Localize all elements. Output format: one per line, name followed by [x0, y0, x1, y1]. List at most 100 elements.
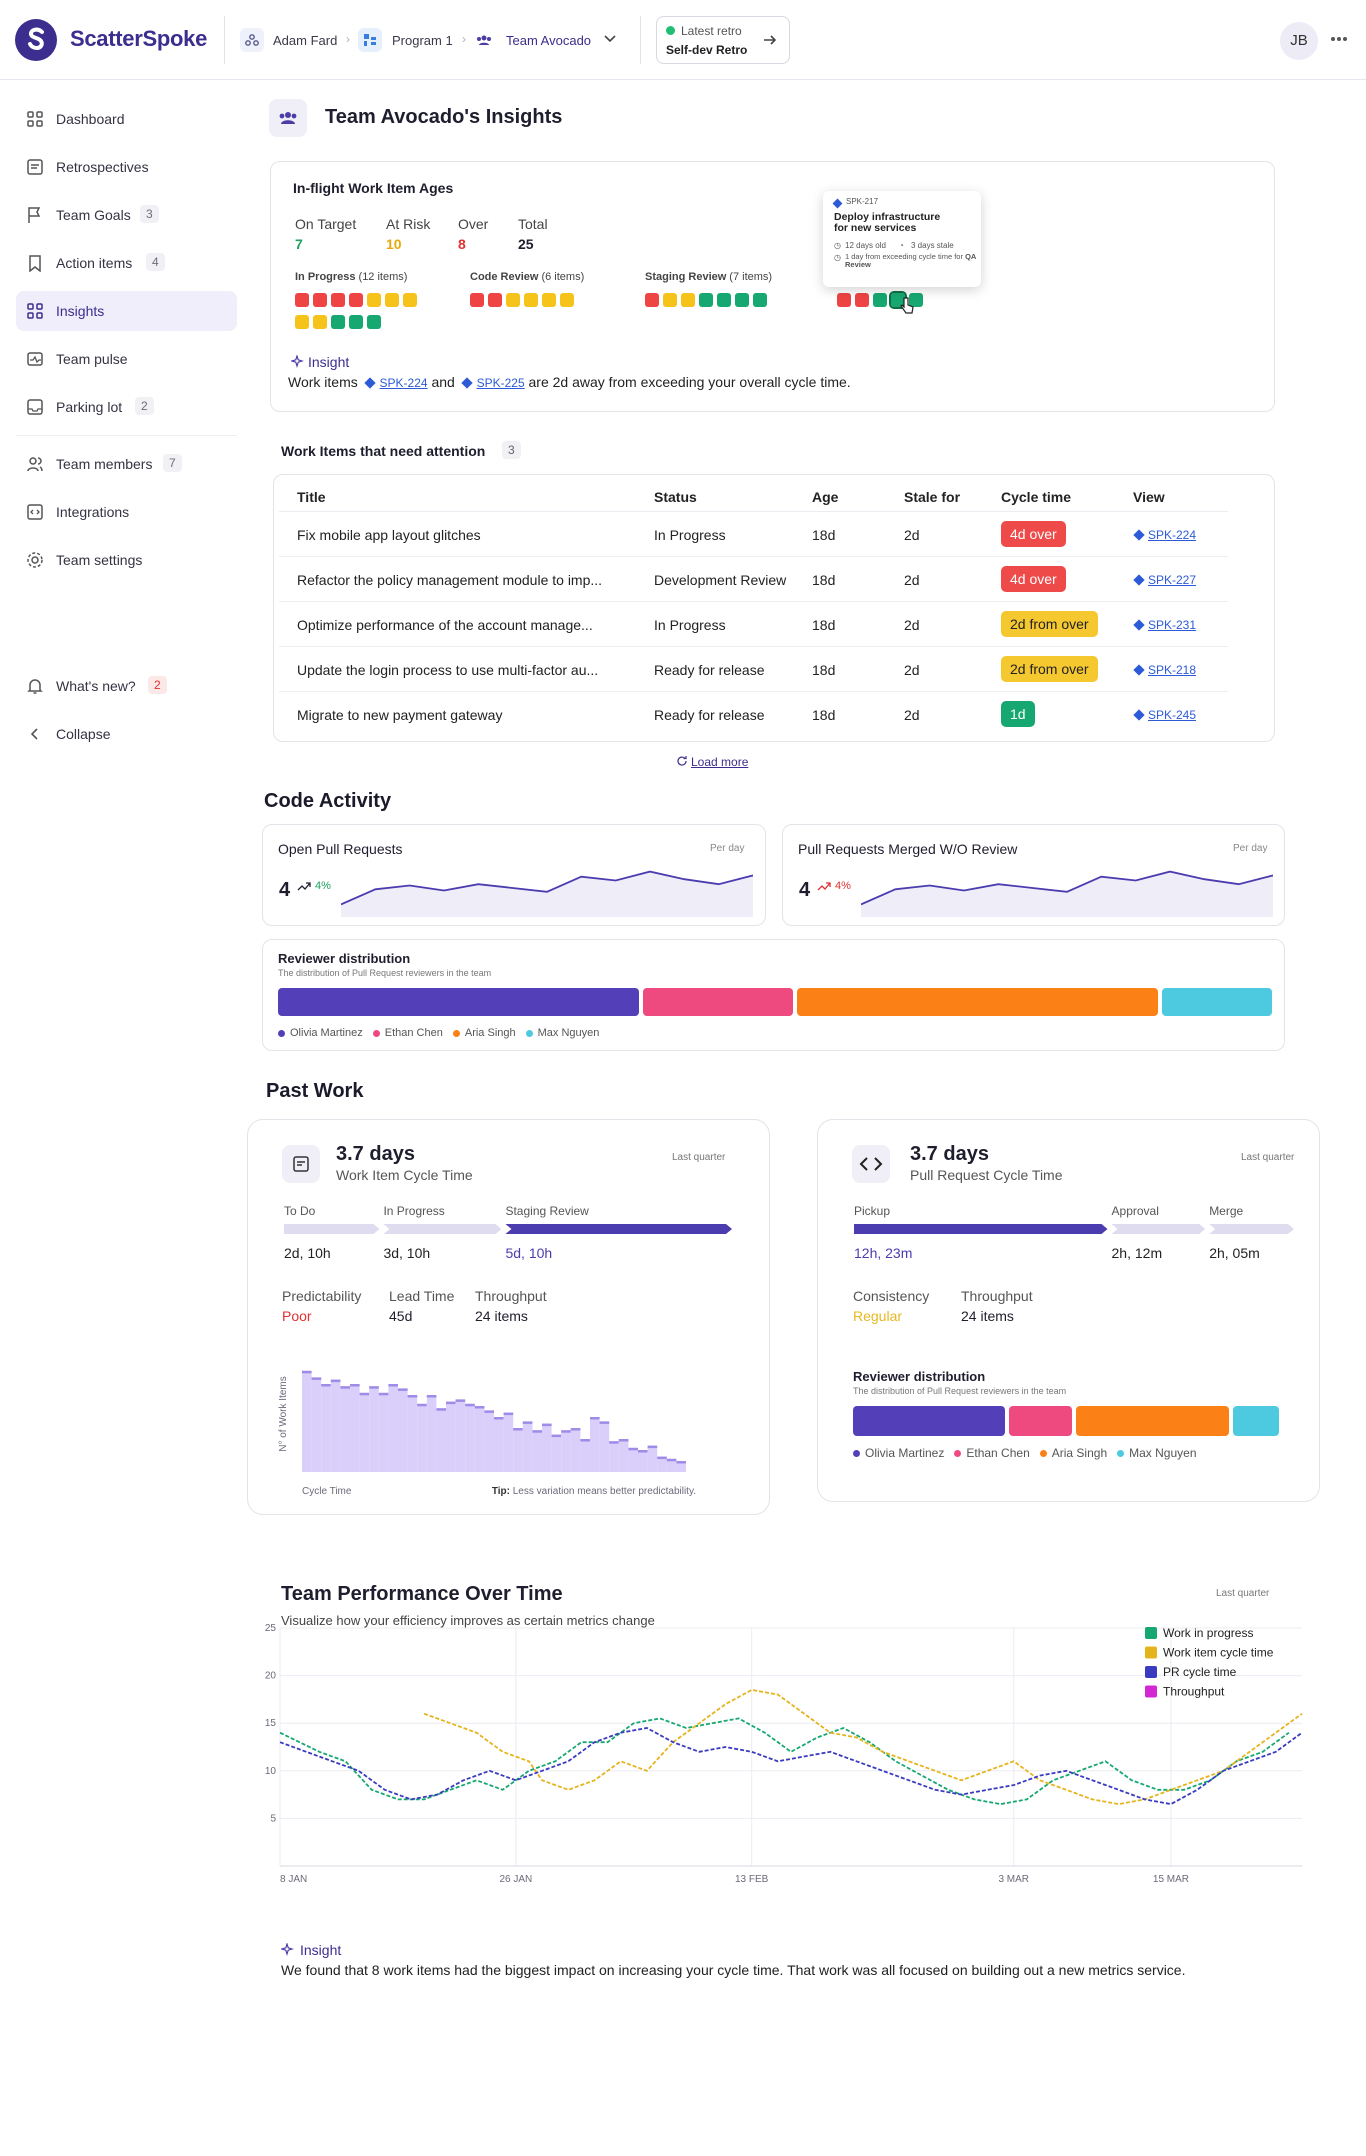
work-item-square[interactable]: [313, 315, 327, 329]
breadcrumb-team[interactable]: Team Avocado: [506, 33, 592, 48]
insight-item-link[interactable]: SPK-224: [379, 376, 428, 390]
work-item-square[interactable]: [717, 293, 731, 307]
work-item-square[interactable]: [488, 293, 502, 307]
work-item-square[interactable]: [645, 293, 659, 307]
histogram-bar: [378, 1392, 389, 1472]
insight-prefix: Work items: [288, 374, 358, 390]
work-item-square[interactable]: [295, 293, 309, 307]
view-link[interactable]: SPK-245: [1148, 708, 1197, 722]
reviewer-segment[interactable]: [278, 988, 639, 1016]
reviewer-bar: [278, 988, 1272, 1016]
insight-item-link[interactable]: SPK-225: [476, 376, 525, 390]
reviewer-segment[interactable]: [797, 988, 1158, 1016]
stage-name: Staging Review: [505, 1204, 589, 1218]
row-stale: 2d: [904, 662, 920, 678]
view-link[interactable]: SPK-218: [1148, 663, 1197, 677]
breadcrumb-org[interactable]: Adam Fard: [273, 33, 338, 48]
table-row[interactable]: Update the login process to use multi-fa…: [279, 646, 1228, 692]
sidebar-item-team-settings[interactable]: Team settings: [16, 540, 237, 580]
table-row[interactable]: Migrate to new payment gateway Ready for …: [279, 691, 1228, 737]
work-item-square[interactable]: [560, 293, 574, 307]
work-item-square[interactable]: [295, 315, 309, 329]
sidebar-item-team-goals[interactable]: Team Goals 3: [16, 195, 237, 235]
work-item-square[interactable]: [349, 293, 363, 307]
sidebar-item-team-pulse[interactable]: Team pulse: [16, 339, 237, 379]
more-options-icon[interactable]: [1330, 36, 1348, 42]
sidebar-item-dashboard[interactable]: Dashboard: [16, 99, 237, 139]
breadcrumb-program[interactable]: Program 1: [392, 33, 453, 48]
group-count: (12 items): [358, 271, 408, 283]
sidebar-item-action-items[interactable]: Action items 4: [16, 243, 237, 283]
series-line: [423, 1688, 1303, 1806]
histogram-bar: [599, 1421, 610, 1472]
group-name: Staging Review: [645, 271, 727, 283]
legend-item: Max Nguyen: [525, 1027, 599, 1039]
work-item-tooltip: SPK-217 Deploy infrastructure for new se…: [823, 191, 981, 287]
work-item-square[interactable]: [367, 315, 381, 329]
work-item-square[interactable]: [506, 293, 520, 307]
sidebar-item-label: Dashboard: [56, 111, 125, 127]
work-item-square[interactable]: [837, 293, 851, 307]
histogram-bar: [465, 1403, 475, 1472]
inbox-icon: [26, 398, 44, 416]
latest-retro-button[interactable]: Latest retro Self-dev Retro: [656, 16, 790, 64]
work-item-square[interactable]: [873, 293, 887, 307]
work-item-square[interactable]: [313, 293, 327, 307]
work-item-square[interactable]: [663, 293, 677, 307]
work-item-square[interactable]: [753, 293, 767, 307]
work-item-square[interactable]: [403, 293, 417, 307]
work-item-square[interactable]: [735, 293, 749, 307]
reviewer-segment[interactable]: [853, 1406, 1006, 1436]
jira-icon: [1133, 529, 1145, 541]
view-link[interactable]: SPK-224: [1148, 528, 1197, 542]
app-logo-icon[interactable]: [15, 19, 57, 61]
metric-value: 45d: [389, 1308, 413, 1324]
cycle-time-badge: 1d: [1001, 701, 1035, 727]
work-item-square[interactable]: [699, 293, 713, 307]
tooltip-note-bold: QA Review: [845, 252, 977, 269]
load-more-link[interactable]: Load more: [691, 755, 749, 769]
work-item-square[interactable]: [889, 291, 907, 309]
histogram-bar-cap: [369, 1386, 379, 1389]
table-row[interactable]: Refactor the policy management module to…: [279, 556, 1228, 602]
work-item-square[interactable]: [331, 315, 345, 329]
wi-period: Last quarter: [672, 1152, 726, 1163]
histogram-bar-cap: [330, 1379, 341, 1383]
reviewer-segment[interactable]: [1161, 988, 1272, 1016]
work-item-square[interactable]: [681, 293, 695, 307]
work-item-square[interactable]: [909, 293, 923, 307]
work-item-square[interactable]: [331, 293, 345, 307]
legend-swatch: [1145, 1646, 1157, 1659]
sidebar-item-team-members[interactable]: Team members 7: [16, 444, 237, 484]
reviewer-segment[interactable]: [642, 988, 794, 1016]
histogram-bar-cap: [350, 1384, 360, 1387]
table-row[interactable]: Fix mobile app layout glitches In Progres…: [279, 511, 1228, 557]
work-item-square[interactable]: [524, 293, 538, 307]
chevron-down-icon[interactable]: [602, 30, 618, 46]
sidebar-item-insights[interactable]: Insights: [16, 291, 237, 331]
stage-value: 2h, 05m: [1209, 1245, 1260, 1261]
work-item-square[interactable]: [855, 293, 869, 307]
work-item-square[interactable]: [470, 293, 484, 307]
sidebar-item-label: Parking lot: [56, 399, 123, 415]
sidebar-item-parking-lot[interactable]: Parking lot 2: [16, 387, 237, 427]
document-icon: [26, 158, 44, 176]
histogram-bar-cap: [426, 1395, 437, 1398]
y-tick-label: 5: [270, 1813, 276, 1824]
work-item-square[interactable]: [367, 293, 381, 307]
view-link[interactable]: SPK-231: [1148, 618, 1197, 632]
view-link[interactable]: SPK-227: [1148, 573, 1197, 587]
sidebar-item-retrospectives[interactable]: Retrospectives: [16, 147, 237, 187]
reviewer-segment[interactable]: [1076, 1406, 1229, 1436]
work-item-square[interactable]: [349, 315, 363, 329]
sidebar-item-whats-new[interactable]: What's new? 2: [16, 666, 237, 706]
sidebar-collapse-button[interactable]: Collapse: [16, 714, 237, 754]
table-row[interactable]: Optimize performance of the account mana…: [279, 601, 1228, 647]
sidebar-item-integrations[interactable]: Integrations: [16, 492, 237, 532]
work-item-square[interactable]: [385, 293, 399, 307]
work-item-square[interactable]: [542, 293, 556, 307]
user-avatar[interactable]: JB: [1280, 22, 1318, 60]
histogram-bar-cap: [609, 1441, 619, 1444]
reviewer-segment[interactable]: [1009, 1406, 1073, 1436]
reviewer-segment[interactable]: [1232, 1406, 1279, 1436]
